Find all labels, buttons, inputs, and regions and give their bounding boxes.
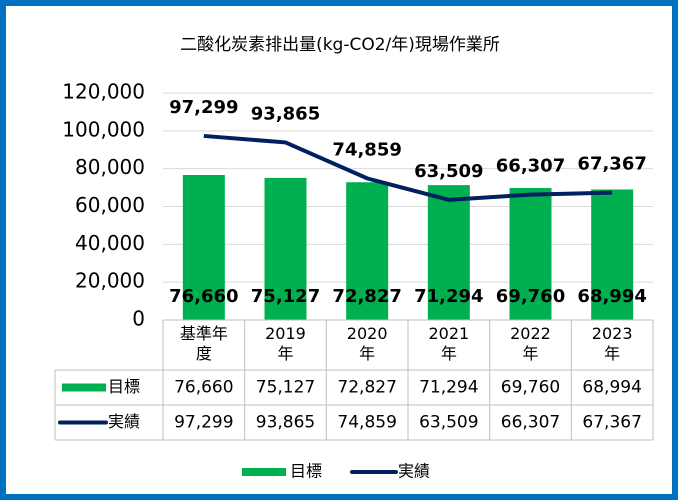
y-tick-label: 120,000 [62,80,145,104]
bar [182,174,225,320]
line-value-label: 74,859 [332,139,401,160]
x-tick-label-box: 2021年 [428,324,470,363]
bar [509,188,552,320]
legend-label: 目標 [290,462,322,481]
line-value-label: 67,367 [577,154,646,175]
chart-title: 二酸化炭素排出量(kg-CO2/年)現場作業所 [180,35,500,55]
bar-value-label: 68,994 [577,286,646,307]
table-cell: 69,760 [501,378,560,398]
x-tick-label-box: 2020年 [346,324,388,363]
x-tick-label-box: 2023年 [591,324,633,363]
table-cell: 75,127 [256,378,315,398]
table-cell: 67,367 [582,413,641,433]
x-tick-label-box: 2022年 [510,324,551,363]
table-cell: 97,299 [174,413,233,433]
table-cell: 66,307 [501,413,560,433]
y-tick-label: 60,000 [75,193,145,217]
bar [427,185,470,320]
x-tick-label: 2022年 [510,324,551,363]
x-tick-label-box: 基準年度 [179,324,228,363]
x-tick-label: 基準年度 [179,324,228,363]
table-row-header: 目標 [108,377,140,396]
legend-key [242,468,286,476]
table-cell: 63,509 [419,413,478,433]
bar-value-label: 72,827 [332,286,401,307]
y-tick-label: 20,000 [75,269,145,293]
bar [346,182,389,320]
bar [591,189,634,320]
table-cell: 93,865 [256,413,315,433]
bar-value-label: 75,127 [251,286,320,307]
bar-value-label: 71,294 [414,286,483,307]
y-tick-label: 0 [132,307,145,331]
line [203,133,613,202]
table-cell: 76,660 [174,378,233,398]
table-row-header: 実績 [108,412,140,431]
legend-label: 実績 [398,462,430,481]
x-tick-label-box: 2019年 [265,324,306,363]
x-tick-label: 2019年 [265,324,306,363]
y-tick-label: 40,000 [75,231,145,255]
x-tick-label: 2023年 [591,324,633,363]
bar-value-label: 76,660 [169,286,238,307]
legend-key [62,383,106,392]
y-tick-label: 100,000 [62,117,145,141]
line-value-label: 93,865 [251,103,320,124]
line-value-label: 97,299 [169,97,238,118]
line-value-label: 63,509 [414,161,483,182]
bar [264,177,307,320]
table-cell: 68,994 [582,378,641,398]
table-cell: 74,859 [337,413,396,433]
table-cell: 72,827 [337,378,396,398]
y-tick-label: 80,000 [75,155,145,179]
bar-value-label: 69,760 [496,286,565,307]
table-cell: 71,294 [419,378,478,398]
x-tick-label: 2021年 [428,324,470,363]
x-tick-label: 2020年 [346,324,388,363]
line-value-label: 66,307 [496,156,565,177]
